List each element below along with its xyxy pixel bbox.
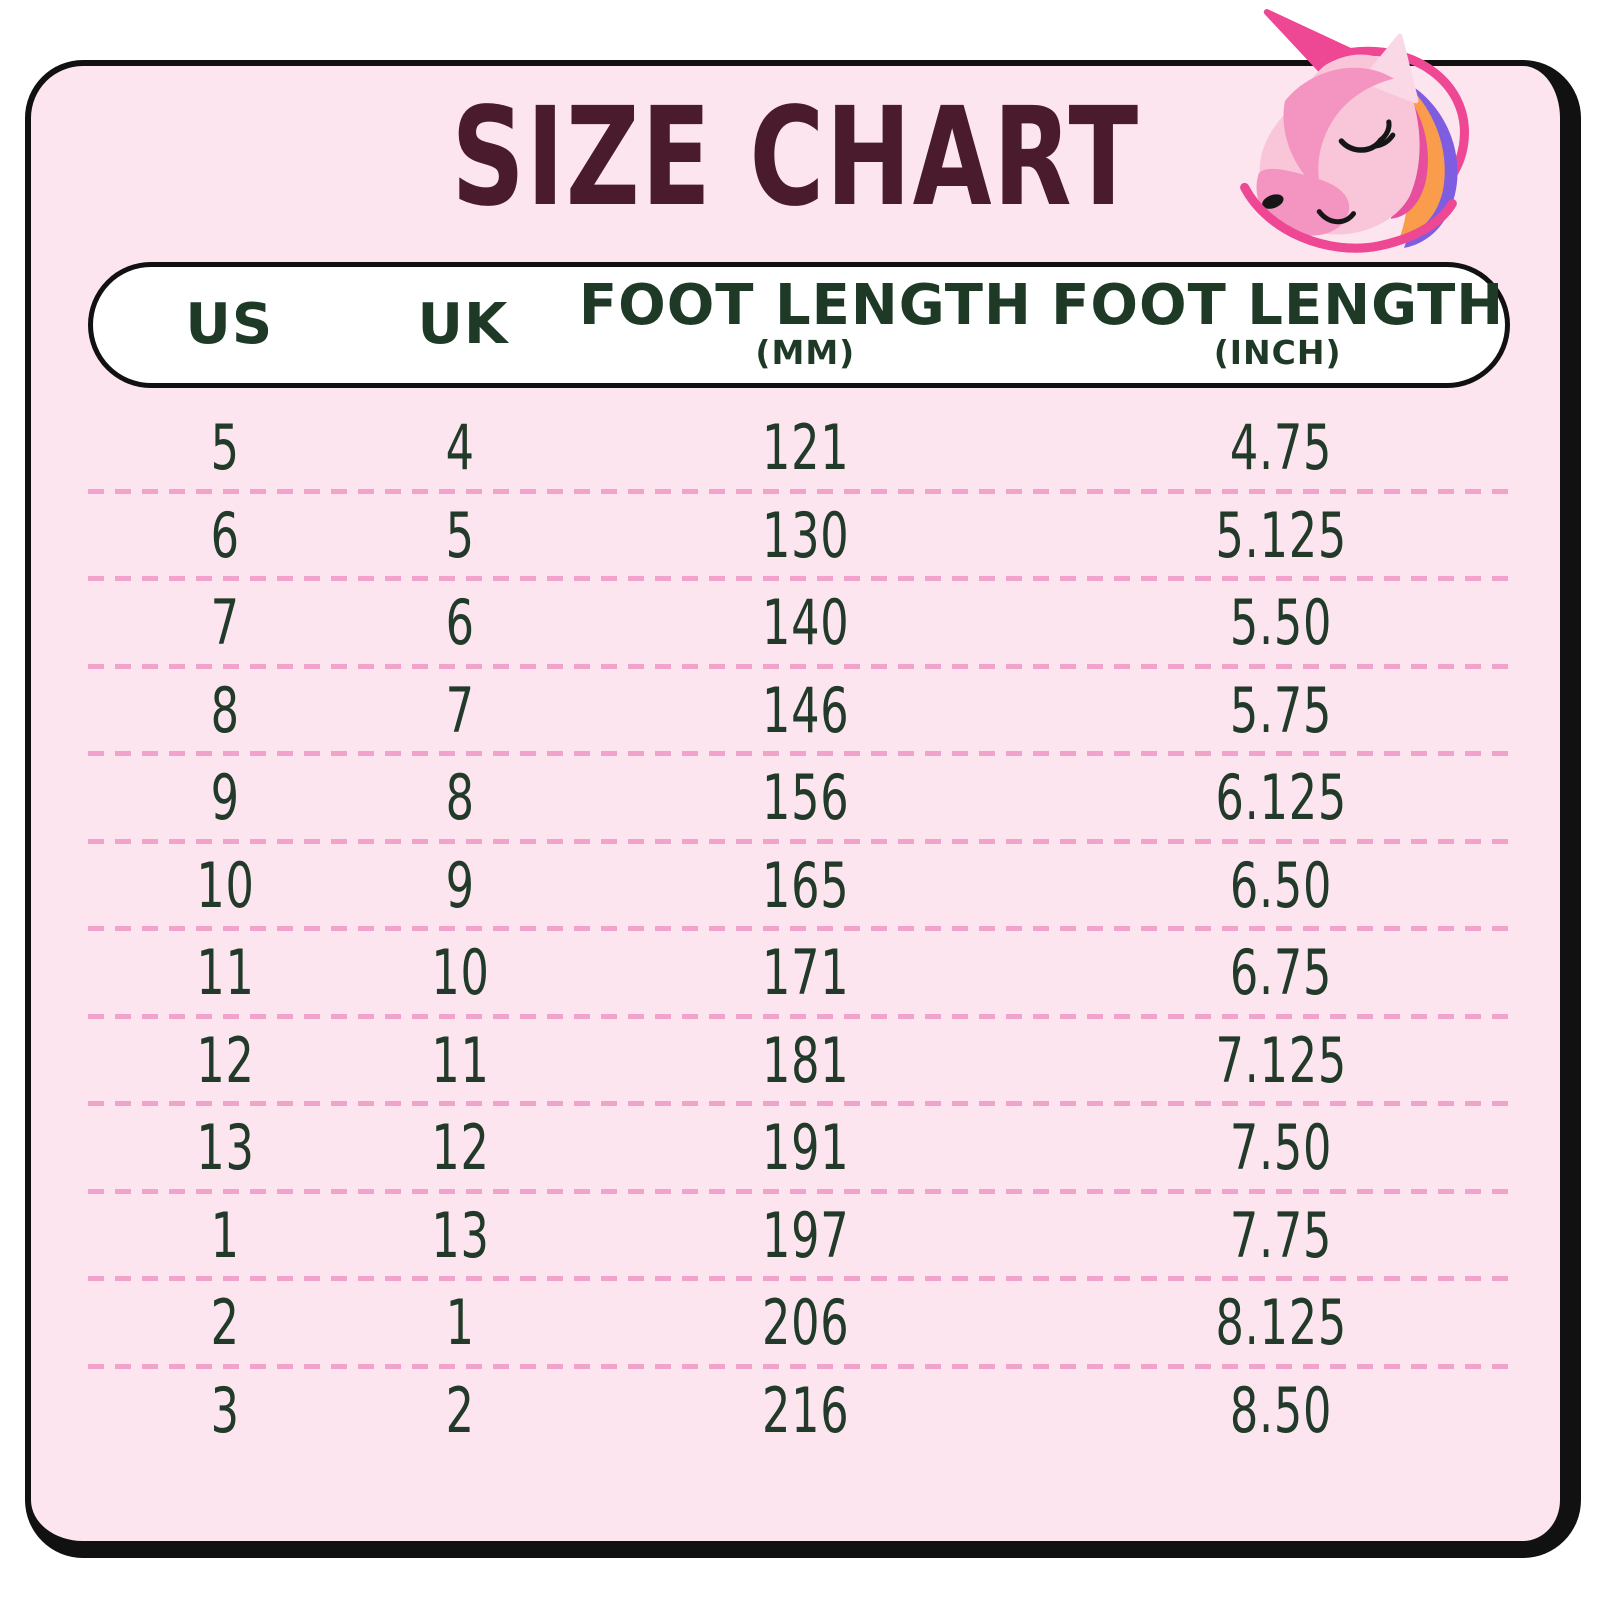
table-cell: 6 xyxy=(210,498,240,572)
unicorn-with-planet-ring-icon xyxy=(1240,9,1469,253)
table-cell: 121 xyxy=(761,411,850,485)
table-cell: 8 xyxy=(445,761,476,835)
column-header-foot-length-inch: FOOT LENGTH (INCH) xyxy=(1050,278,1505,372)
table-cell: 13 xyxy=(431,1198,490,1272)
column-header-label: FOOT LENGTH xyxy=(1051,273,1505,339)
table-cell: 140 xyxy=(761,586,850,660)
table-cell: 10 xyxy=(431,936,490,1010)
table-cell: 2 xyxy=(210,1286,240,1360)
table-cell: 165 xyxy=(761,848,850,922)
table-row: 9 8 156 6.125 xyxy=(88,754,1510,843)
table-cell: 12 xyxy=(431,1111,490,1185)
table-row: 6 5 130 5.125 xyxy=(88,492,1510,581)
table-cell: 8.50 xyxy=(1229,1373,1333,1447)
table-cell: 10 xyxy=(196,848,255,922)
table-cell: 1 xyxy=(210,1198,240,1272)
table-cell: 11 xyxy=(196,936,255,1010)
table-cell: 181 xyxy=(761,1023,850,1097)
table-cell: 146 xyxy=(761,673,850,747)
table-row: 8 7 146 5.75 xyxy=(88,667,1510,756)
column-header-uk: UK xyxy=(366,297,561,353)
table-cell: 156 xyxy=(761,761,850,835)
table-header-row: US UK FOOT LENGTH (MM) FOOT LENGTH (INCH… xyxy=(88,262,1510,388)
table-cell: 171 xyxy=(761,936,850,1010)
table-cell: 12 xyxy=(196,1023,255,1097)
table-row: 5 4 121 4.75 xyxy=(88,404,1510,493)
table-cell: 5 xyxy=(210,411,240,485)
table-cell: 130 xyxy=(761,498,850,572)
table-cell: 8.125 xyxy=(1215,1286,1347,1360)
table-row: 13 12 191 7.50 xyxy=(88,1104,1510,1193)
table-row: 2 1 206 8.125 xyxy=(88,1279,1510,1368)
table-cell: 9 xyxy=(210,761,240,835)
table-cell: 6.50 xyxy=(1229,848,1333,922)
column-header-sub: (MM) xyxy=(755,333,856,373)
column-header-label: FOOT LENGTH xyxy=(578,273,1032,339)
table-cell: 197 xyxy=(761,1198,850,1272)
table-cell: 7.75 xyxy=(1229,1198,1333,1272)
table-row: 1 13 197 7.75 xyxy=(88,1192,1510,1281)
table-cell: 7.125 xyxy=(1215,1023,1347,1097)
table-cell: 5 xyxy=(445,498,476,572)
table-cell: 7 xyxy=(445,673,476,747)
table-cell: 4 xyxy=(445,411,476,485)
table-body: 5 4 121 4.75 6 5 130 5.125 7 6 140 5.50 8 7 146 5.75 9 8 1… xyxy=(88,404,1510,1454)
size-chart-card: SIZE CHART US UK FOOT LENGTH (MM) FOOT L… xyxy=(25,60,1581,1558)
column-header-label: US xyxy=(185,292,274,357)
table-cell: 5.125 xyxy=(1215,498,1347,572)
table-cell: 5.50 xyxy=(1229,586,1333,660)
table-cell: 1 xyxy=(445,1286,476,1360)
table-cell: 6 xyxy=(445,586,476,660)
table-row: 12 11 181 7.125 xyxy=(88,1017,1510,1106)
table-cell: 9 xyxy=(445,848,476,922)
table-cell: 6.125 xyxy=(1215,761,1347,835)
table-cell: 7.50 xyxy=(1229,1111,1333,1185)
table-cell: 216 xyxy=(761,1373,850,1447)
column-header-sub: (INCH) xyxy=(1213,333,1342,373)
table-cell: 6.75 xyxy=(1229,936,1333,1010)
table-cell: 5.75 xyxy=(1229,673,1333,747)
table-row: 11 10 171 6.75 xyxy=(88,929,1510,1018)
column-header-foot-length-mm: FOOT LENGTH (MM) xyxy=(560,278,1050,372)
table-cell: 206 xyxy=(761,1286,850,1360)
table-row: 7 6 140 5.50 xyxy=(88,579,1510,668)
table-cell: 4.75 xyxy=(1229,411,1333,485)
table-cell: 2 xyxy=(445,1373,476,1447)
table-cell: 8 xyxy=(210,673,240,747)
column-header-us: US xyxy=(93,297,366,353)
table-cell: 191 xyxy=(761,1111,850,1185)
table-row: 3 2 216 8.50 xyxy=(88,1367,1510,1455)
page-title: SIZE CHART xyxy=(451,79,1140,237)
column-header-label: UK xyxy=(417,292,509,357)
table-cell: 11 xyxy=(431,1023,490,1097)
table-cell: 3 xyxy=(210,1373,240,1447)
table-cell: 7 xyxy=(210,586,240,660)
table-row: 10 9 165 6.50 xyxy=(88,842,1510,931)
table-cell: 13 xyxy=(196,1111,255,1185)
